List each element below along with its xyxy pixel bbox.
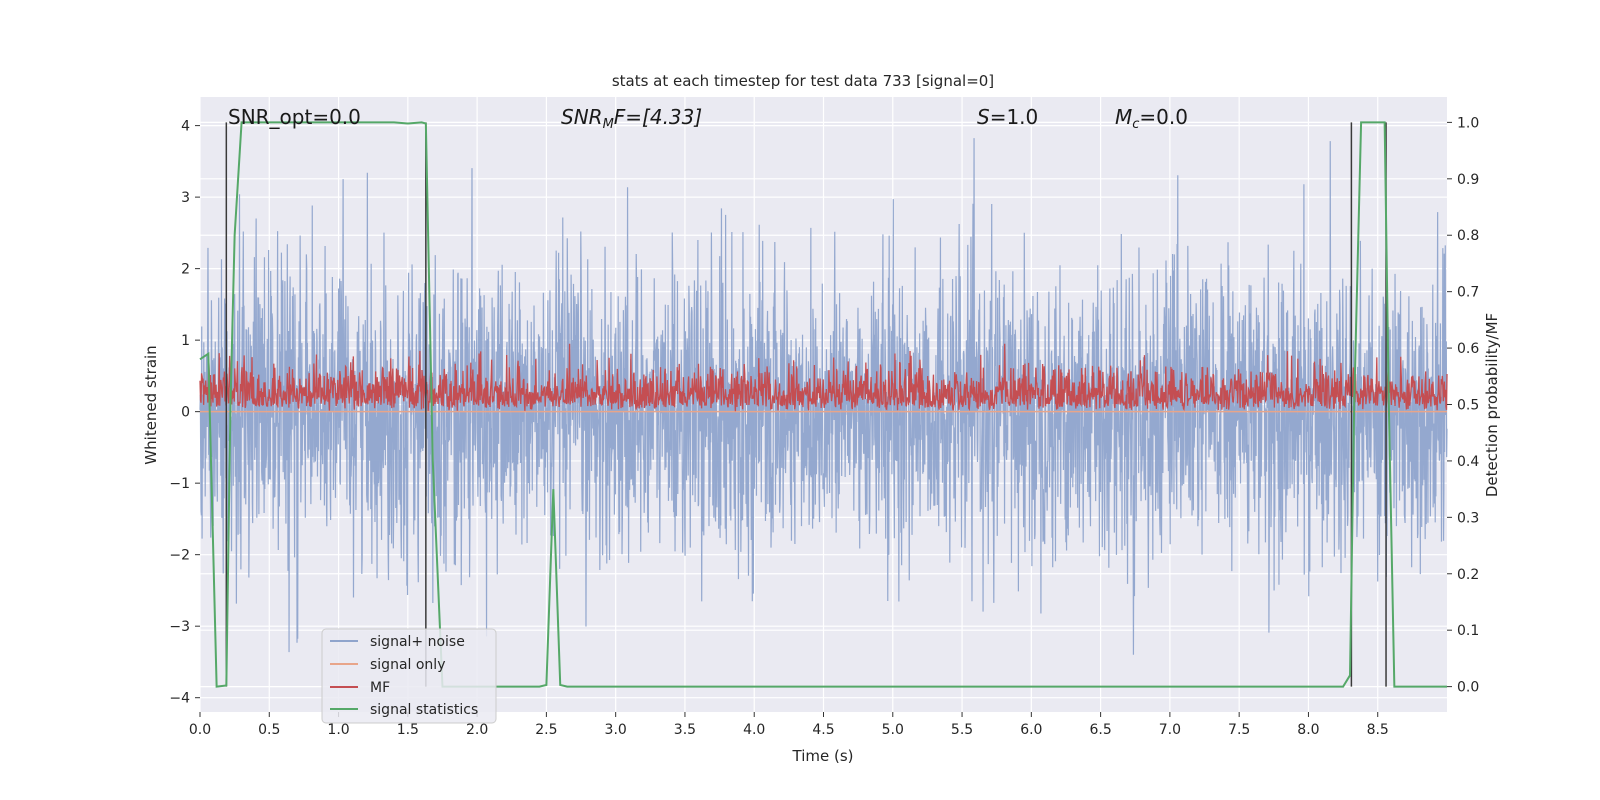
y-ticks-right: 1.0 0.9 0.8 0.7 0.6 0.5 0.4 0.3 0.2 0.1 0.0 <box>1447 115 1479 696</box>
legend-label-signal-noise: signal+ noise <box>370 634 465 650</box>
x-tick-label: 5.5 <box>951 722 973 738</box>
x-tick-label: 0.5 <box>258 722 280 738</box>
y-tick-label-right: 0.8 <box>1457 228 1479 244</box>
x-tick-label: 5.0 <box>882 722 904 738</box>
x-tick-label: 7.0 <box>1159 722 1181 738</box>
y-axis-label-right: Detection probability/MF <box>1483 313 1501 497</box>
series-signal-statistics <box>199 121 1447 688</box>
y-tick-label-right: 0.3 <box>1457 510 1479 526</box>
annotation-s: S=1.0 <box>977 105 1038 129</box>
line-signal-noise <box>199 138 1448 655</box>
annotation-mc-sub: c <box>1132 117 1139 132</box>
y-tick-label-right: 0.9 <box>1457 172 1479 188</box>
legend-box <box>321 628 497 724</box>
x-axis-label: Time (s) <box>792 747 854 765</box>
y-tick-label-left: 3 <box>181 190 190 206</box>
y-tick-label-right: 1.0 <box>1457 115 1479 131</box>
line-signal-statistics <box>199 121 1447 688</box>
y-tick-label-left: 4 <box>181 119 190 135</box>
line-mf <box>199 343 1448 412</box>
x-tick-label: 3.5 <box>674 722 696 738</box>
series-mf <box>199 343 1448 412</box>
x-tick-label: 6.5 <box>1089 722 1111 738</box>
series-signal-noise <box>199 138 1448 655</box>
y-tick-label-left: −4 <box>169 691 190 707</box>
annotation-mc-rest: =0.0 <box>1139 105 1188 129</box>
x-tick-label: 1.0 <box>327 722 349 738</box>
x-tick-label: 8.5 <box>1367 722 1389 738</box>
y-tick-label-right: 0.4 <box>1457 454 1479 470</box>
x-tick-label: 1.5 <box>397 722 419 738</box>
annotation-snr-mf: SNRMF=[4.33] <box>561 105 702 132</box>
y-tick-label-left: −2 <box>169 548 190 564</box>
x-tick-label: 8.0 <box>1297 722 1319 738</box>
y-tick-label-left: −1 <box>169 476 190 492</box>
annotation-snr-mf-rest: F=[4.33] <box>614 105 702 129</box>
annotation-mc: Mc=0.0 <box>1115 105 1188 132</box>
y-tick-label-left: 2 <box>181 262 190 278</box>
x-tick-label: 4.5 <box>812 722 834 738</box>
annotation-mc-main: M <box>1115 105 1132 129</box>
y-tick-label-right: 0.7 <box>1457 285 1479 301</box>
y-tick-label-right: 0.0 <box>1457 680 1479 696</box>
chart-title: stats at each timestep for test data 733… <box>612 72 994 90</box>
annotation-snr-opt: SNR_opt=0.0 <box>228 105 361 129</box>
annotation-s-main: S <box>977 105 990 129</box>
x-ticks: 0.0 0.5 1.0 1.5 2.0 2.5 3.0 3.5 4.0 4.5 5.0 5.5 6.0 6… <box>189 712 1389 738</box>
x-tick-label: 2.5 <box>535 722 557 738</box>
x-tick-label: 3.0 <box>605 722 627 738</box>
y-tick-label-left: −3 <box>169 619 190 635</box>
annotation-snr-mf-main: SNR <box>561 105 603 129</box>
annotation-s-rest: =1.0 <box>990 105 1039 129</box>
y-tick-label-right: 0.5 <box>1457 398 1479 414</box>
y-tick-label-left: 0 <box>181 405 190 421</box>
x-tick-label: 0.0 <box>189 722 211 738</box>
legend-label-signal-only: signal only <box>370 657 445 673</box>
legend-label-mf: MF <box>370 680 390 696</box>
y-tick-label-right: 0.1 <box>1457 623 1479 639</box>
y-axis-label-left: Whitened strain <box>142 345 160 464</box>
y-tick-label-left: 1 <box>181 333 190 349</box>
annotation-snr-mf-sub: M <box>603 117 614 132</box>
legend: signal+ noise signal only MF signal stat… <box>321 628 497 724</box>
legend-label-signal-statistics: signal statistics <box>370 702 478 718</box>
x-tick-label: 6.0 <box>1020 722 1042 738</box>
x-tick-label: 2.0 <box>466 722 488 738</box>
x-tick-label: 4.0 <box>743 722 765 738</box>
y-ticks-left: 4 3 2 1 0 −1 −2 −3 −4 <box>169 119 200 707</box>
y-tick-label-right: 0.6 <box>1457 341 1479 357</box>
x-tick-label: 7.5 <box>1228 722 1250 738</box>
y-tick-label-right: 0.2 <box>1457 567 1479 583</box>
